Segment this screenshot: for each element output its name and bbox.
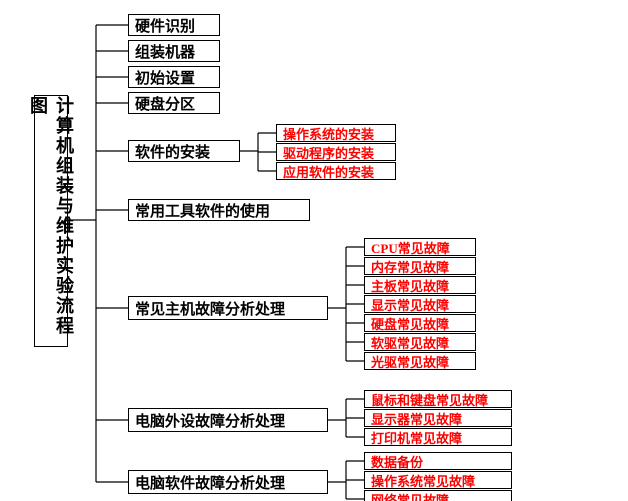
level1-n3: 初始设置 <box>128 66 220 88</box>
leaf-n7-5: 软驱常见故障 <box>364 333 476 351</box>
leaf-n8-1-label: 显示器常见故障 <box>371 409 462 428</box>
level1-n6: 常用工具软件的使用 <box>128 199 310 221</box>
level1-n7: 常见主机故障分析处理 <box>128 296 328 320</box>
level1-n8-label: 电脑外设故障分析处理 <box>135 410 285 431</box>
level1-n5: 软件的安装 <box>128 140 240 162</box>
leaf-n5-1: 驱动程序的安装 <box>276 143 396 161</box>
leaf-n5-0: 操作系统的安装 <box>276 124 396 142</box>
leaf-n7-0: CPU常见故障 <box>364 238 476 256</box>
leaf-n7-5-label: 软驱常见故障 <box>371 333 449 352</box>
level1-n1: 硬件识别 <box>128 14 220 36</box>
leaf-n9-2-label: 网络常见故障 <box>371 490 449 501</box>
level1-n2: 组装机器 <box>128 40 220 62</box>
leaf-n7-0-label: CPU常见故障 <box>371 238 450 257</box>
leaf-n7-1: 内存常见故障 <box>364 257 476 275</box>
leaf-n9-1-label: 操作系统常见故障 <box>371 471 475 490</box>
leaf-n7-4: 硬盘常见故障 <box>364 314 476 332</box>
leaf-n8-2-label: 打印机常见故障 <box>371 428 462 447</box>
leaf-n9-1: 操作系统常见故障 <box>364 471 512 489</box>
leaf-n7-3: 显示常见故障 <box>364 295 476 313</box>
level1-n8: 电脑外设故障分析处理 <box>128 408 328 432</box>
leaf-n5-2-label: 应用软件的安装 <box>283 162 374 181</box>
leaf-n7-3-label: 显示常见故障 <box>371 295 449 314</box>
root-label: 计算机组装与维护实验流程图 <box>25 96 77 346</box>
level1-n7-label: 常见主机故障分析处理 <box>135 298 285 319</box>
level1-n9: 电脑软件故障分析处理 <box>128 470 328 494</box>
leaf-n9-0-label: 数据备份 <box>371 452 423 471</box>
leaf-n7-4-label: 硬盘常见故障 <box>371 314 449 333</box>
leaf-n8-0: 鼠标和键盘常见故障 <box>364 390 512 408</box>
level1-n4: 硬盘分区 <box>128 92 220 114</box>
leaf-n8-2: 打印机常见故障 <box>364 428 512 446</box>
leaf-n9-0: 数据备份 <box>364 452 512 470</box>
leaf-n7-2-label: 主板常见故障 <box>371 276 449 295</box>
level1-n4-label: 硬盘分区 <box>135 93 195 114</box>
leaf-n7-2: 主板常见故障 <box>364 276 476 294</box>
leaf-n8-0-label: 鼠标和键盘常见故障 <box>371 390 488 409</box>
level1-n3-label: 初始设置 <box>135 67 195 88</box>
level1-n1-label: 硬件识别 <box>135 15 195 36</box>
leaf-n5-1-label: 驱动程序的安装 <box>283 143 374 162</box>
leaf-n7-6: 光驱常见故障 <box>364 352 476 370</box>
leaf-n7-1-label: 内存常见故障 <box>371 257 449 276</box>
leaf-n9-2: 网络常见故障 <box>364 490 512 501</box>
level1-n9-label: 电脑软件故障分析处理 <box>135 472 285 493</box>
leaf-n7-6-label: 光驱常见故障 <box>371 352 449 371</box>
root-node: 计算机组装与维护实验流程图 <box>34 95 68 347</box>
leaf-n5-2: 应用软件的安装 <box>276 162 396 180</box>
leaf-n5-0-label: 操作系统的安装 <box>283 124 374 143</box>
level1-n2-label: 组装机器 <box>135 41 195 62</box>
level1-n6-label: 常用工具软件的使用 <box>135 200 270 221</box>
leaf-n8-1: 显示器常见故障 <box>364 409 512 427</box>
level1-n5-label: 软件的安装 <box>135 141 210 162</box>
